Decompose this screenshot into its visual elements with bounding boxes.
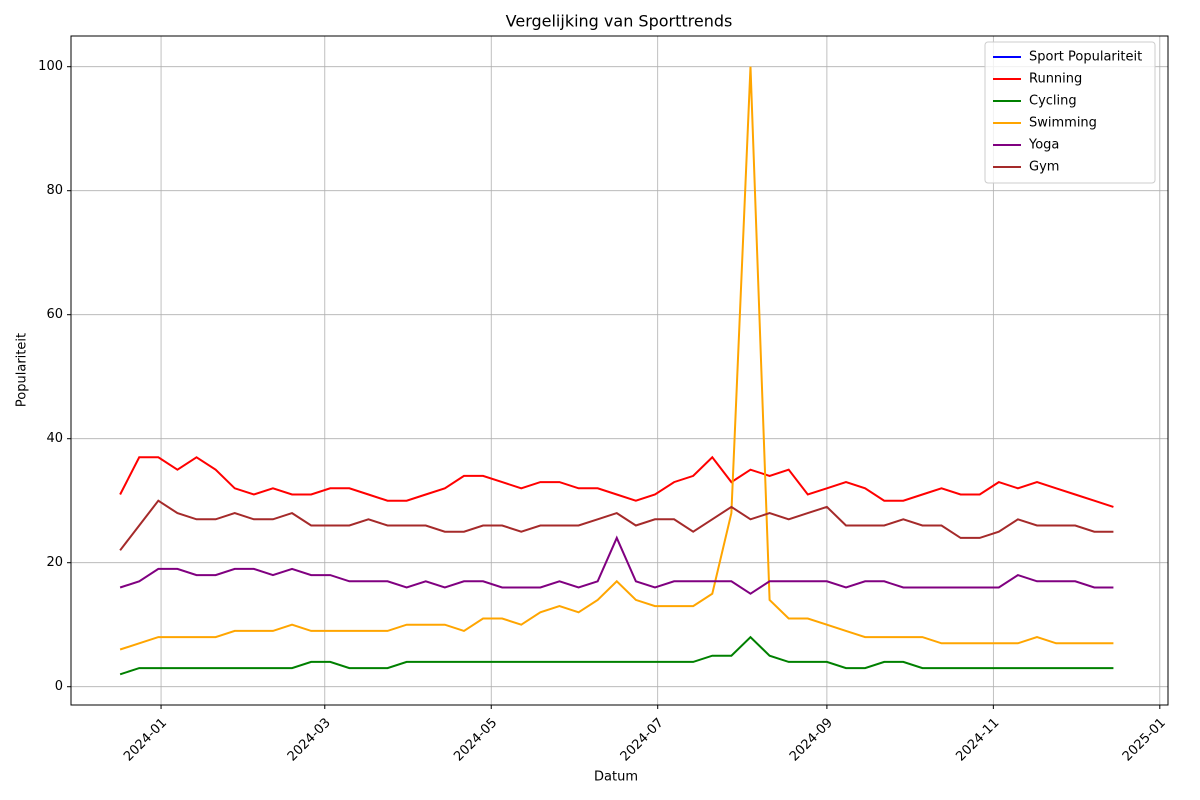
series-line xyxy=(119,635,1114,676)
y-tick-label: 100 xyxy=(38,59,63,74)
legend-label: Running xyxy=(1029,72,1082,87)
x-tick-label: 2024-11 xyxy=(953,715,1002,764)
legend-label: Cycling xyxy=(1029,94,1077,109)
series-line xyxy=(119,455,1114,508)
series-line xyxy=(119,535,1114,595)
y-tick-label: 40 xyxy=(46,431,63,446)
series-line xyxy=(119,499,1114,551)
legend-label: Yoga xyxy=(1028,138,1059,153)
series-line xyxy=(119,66,1114,651)
y-tick-label: 0 xyxy=(55,679,63,694)
y-axis-label: Populariteit xyxy=(15,333,30,407)
x-tick-label: 2024-07 xyxy=(618,715,667,764)
legend: Sport Populariteit Running Cycling Swimming… xyxy=(984,41,1156,184)
legend-label: Gym xyxy=(1029,160,1059,175)
chart-title: Vergelijking van Sporttrends xyxy=(506,12,733,31)
x-tick-label: 2024-09 xyxy=(787,715,836,764)
x-tick-label: 2024-05 xyxy=(451,715,500,764)
legend-label: Sport Populariteit xyxy=(1029,50,1142,65)
y-tick-label: 60 xyxy=(46,307,63,322)
y-tick-label: 20 xyxy=(46,555,63,570)
x-tick-label: 2024-03 xyxy=(285,715,334,764)
x-axis-label: Datum xyxy=(594,770,638,785)
legend-box xyxy=(984,41,1156,184)
y-tick-label: 80 xyxy=(46,183,63,198)
x-tick-label: 2025-01 xyxy=(1120,715,1169,764)
plot-frame xyxy=(70,35,1169,706)
x-tick-label: 2024-01 xyxy=(121,715,170,764)
legend-label: Swimming xyxy=(1029,116,1097,131)
